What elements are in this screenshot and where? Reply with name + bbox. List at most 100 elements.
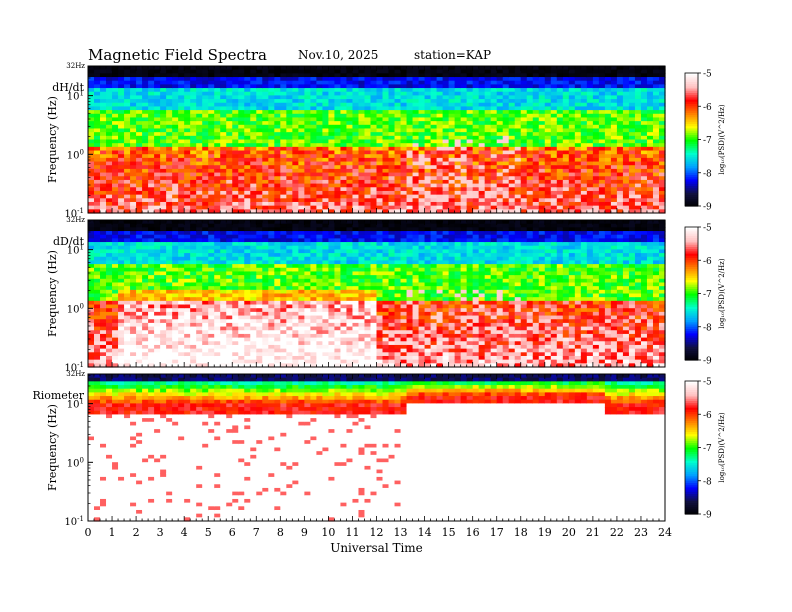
heatmap-cell: [346, 139, 354, 144]
heatmap-cell: [142, 69, 149, 74]
heatmap-cell: [178, 102, 185, 108]
heatmap-cell: [502, 165, 510, 170]
heatmap-cell: [352, 165, 360, 170]
heatmap-cell: [454, 172, 462, 177]
heatmap-cell: [634, 165, 642, 170]
heatmap-cell: [292, 84, 299, 89]
heatmap-cell: [130, 267, 137, 273]
heatmap-cell: [190, 205, 197, 210]
heatmap-cell: [634, 179, 642, 185]
heatmap-cell: [274, 102, 281, 108]
heatmap-cell: [178, 337, 185, 342]
heatmap-cell: [148, 319, 155, 324]
heatmap-cell: [460, 190, 468, 196]
colorbar-segment: [685, 159, 698, 163]
heatmap-cell: [628, 165, 636, 170]
heatmap-cell: [358, 80, 366, 85]
heatmap-cell: [286, 190, 293, 196]
heatmap-cell: [454, 66, 462, 71]
heatmap-cell: [586, 165, 594, 170]
heatmap-cell: [448, 205, 456, 210]
heatmap-cell: [628, 194, 636, 199]
heatmap-cell: [106, 179, 113, 185]
heatmap-cell: [556, 150, 564, 155]
heatmap-cell: [646, 205, 654, 210]
heatmap-cell: [442, 179, 450, 185]
heatmap-cell: [208, 88, 215, 93]
heatmap-cell: [112, 238, 119, 243]
heatmap-cell: [244, 121, 251, 126]
heatmap-cell: [130, 99, 137, 104]
heatmap-cell: [94, 161, 101, 166]
heatmap-cell: [400, 135, 408, 141]
heatmap-cell: [256, 91, 263, 96]
heatmap-cell: [226, 165, 233, 170]
heatmap-cell: [136, 198, 143, 203]
heatmap-cell: [454, 146, 462, 152]
heatmap-cell: [304, 168, 311, 174]
heatmap-cell: [418, 183, 426, 188]
heatmap-cell: [232, 201, 239, 207]
heatmap-cell: [262, 121, 269, 126]
heatmap-cell: [442, 143, 450, 148]
heatmap-cell: [208, 190, 215, 196]
heatmap-cell: [292, 205, 299, 210]
heatmap-cell: [400, 91, 408, 96]
heatmap-cell: [490, 201, 498, 207]
heatmap-cell: [88, 242, 95, 247]
heatmap-cell: [574, 187, 582, 192]
heatmap-cell: [544, 84, 552, 89]
heatmap-cell: [292, 117, 299, 122]
heatmap-cell: [166, 124, 173, 130]
heatmap-cell: [502, 168, 510, 174]
heatmap-cell: [658, 117, 666, 122]
heatmap-cell: [160, 95, 167, 100]
heatmap-cell: [538, 91, 546, 96]
heatmap-cell: [394, 80, 402, 85]
heatmap-cell: [142, 209, 149, 214]
heatmap-cell: [274, 95, 281, 100]
heatmap-cell: [484, 73, 492, 78]
heatmap-cell: [406, 80, 414, 85]
colorbar-segment: [685, 106, 698, 110]
heatmap-cell: [472, 73, 480, 78]
heatmap-cell: [580, 121, 588, 126]
heatmap-cell: [364, 183, 372, 188]
heatmap-cell: [154, 344, 161, 350]
heatmap-cell: [454, 135, 462, 141]
heatmap-cell: [172, 128, 179, 133]
heatmap-cell: [628, 176, 636, 181]
heatmap-cell: [142, 256, 149, 262]
heatmap-cell: [322, 150, 330, 155]
heatmap-cell: [172, 150, 179, 155]
heatmap-cell: [544, 168, 552, 174]
heatmap-cell: [442, 139, 450, 144]
heatmap-cell: [646, 143, 654, 148]
heatmap-cell: [106, 176, 113, 181]
heatmap-cell: [178, 293, 185, 298]
heatmap-cell: [262, 66, 269, 71]
heatmap-cell: [430, 168, 438, 174]
heatmap-cell: [148, 73, 155, 78]
heatmap-cell: [148, 161, 155, 166]
heatmap-cell: [154, 322, 161, 328]
heatmap-cell: [394, 198, 402, 203]
heatmap-cell: [646, 150, 654, 155]
heatmap-cell: [562, 95, 570, 100]
heatmap-cell: [340, 84, 348, 89]
heatmap-cell: [190, 322, 197, 328]
heatmap-cell: [418, 99, 426, 104]
heatmap-cell: [178, 311, 185, 317]
heatmap-cell: [520, 176, 528, 181]
heatmap-cell: [538, 139, 546, 144]
heatmap-cell: [478, 161, 486, 166]
heatmap-cell: [556, 161, 564, 166]
heatmap-cell: [172, 308, 179, 313]
heatmap-cell: [226, 117, 233, 122]
heatmap-cell: [112, 73, 119, 78]
heatmap-cell: [448, 139, 456, 144]
heatmap-cell: [226, 205, 233, 210]
heatmap-cell: [136, 168, 143, 174]
heatmap-cell: [328, 88, 336, 93]
heatmap-cell: [562, 113, 570, 119]
